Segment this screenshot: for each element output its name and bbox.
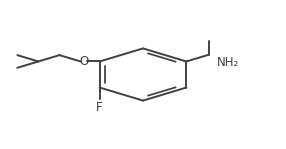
- Text: F: F: [96, 101, 103, 114]
- Text: NH₂: NH₂: [217, 56, 239, 69]
- Text: O: O: [79, 55, 89, 68]
